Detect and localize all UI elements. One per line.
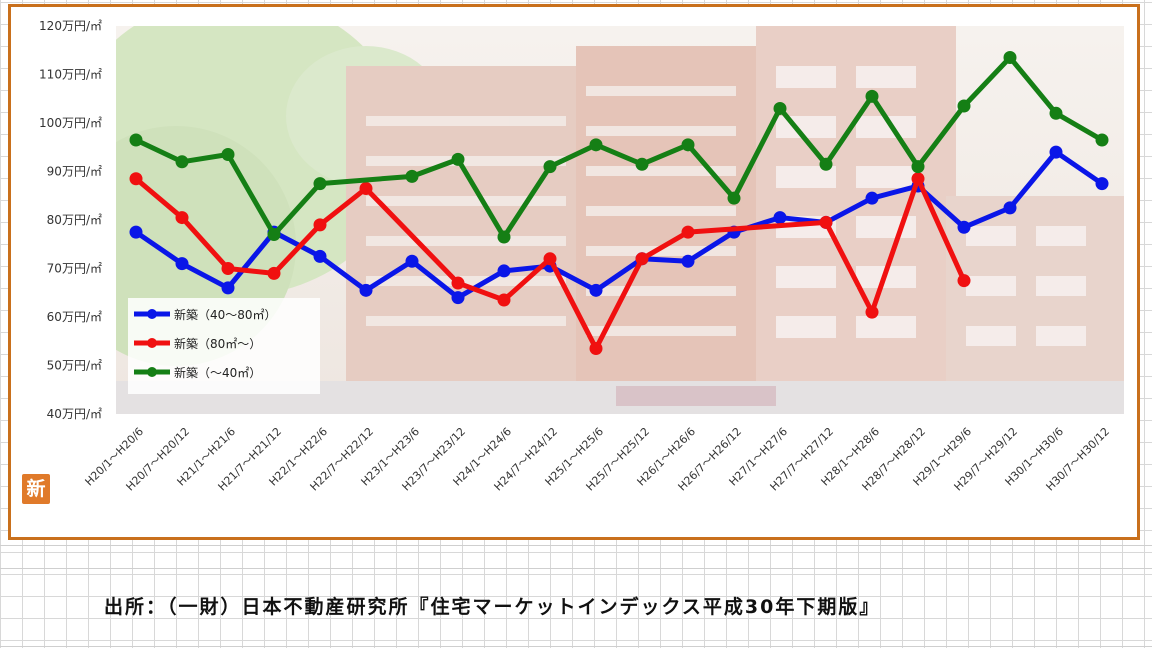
data-point [313, 177, 327, 191]
data-point [865, 191, 879, 205]
data-point [221, 148, 235, 162]
data-point [359, 283, 373, 297]
data-point [819, 157, 833, 171]
data-point [129, 225, 143, 239]
data-point [405, 254, 419, 268]
data-point [1003, 51, 1017, 65]
data-point [451, 291, 465, 305]
data-point [221, 262, 235, 275]
data-point [589, 342, 603, 356]
legend-label: 新築（40～80㎡） [174, 307, 277, 322]
data-point [911, 160, 925, 174]
data-point [175, 211, 189, 225]
y-tick-label: 70万円/㎡ [47, 262, 102, 276]
data-point [1095, 177, 1109, 191]
data-point [1003, 201, 1017, 215]
data-point [313, 249, 327, 263]
data-point [497, 293, 511, 307]
data-point [635, 252, 649, 266]
data-point [1095, 133, 1109, 147]
sheet-row-line [0, 646, 1152, 647]
data-point [957, 274, 971, 288]
new-badge-icon: 新 [22, 474, 50, 504]
data-point [635, 157, 649, 171]
data-point [175, 257, 189, 271]
data-point [819, 215, 833, 229]
data-point [681, 138, 695, 152]
legend-marker [147, 309, 157, 319]
data-point [1049, 145, 1063, 159]
sheet-row-line [0, 568, 1152, 569]
data-point [589, 283, 603, 297]
data-point [175, 155, 189, 169]
y-tick-label: 40万円/㎡ [47, 407, 102, 421]
y-tick-label: 60万円/㎡ [47, 310, 102, 324]
data-point [681, 225, 695, 239]
y-tick-label: 100万円/㎡ [39, 116, 102, 130]
data-point [451, 276, 465, 290]
data-point [543, 160, 557, 174]
data-point [451, 152, 465, 166]
sheet-row-line [0, 545, 1152, 546]
data-point [681, 254, 695, 268]
data-point [129, 172, 143, 186]
y-tick-label: 90万円/㎡ [47, 165, 102, 179]
legend-label: 新築（80㎡～） [174, 336, 261, 351]
data-point [497, 264, 511, 278]
source-caption: 出所：（一財）日本不動産研究所『住宅マーケットインデックス平成30年下期版』 [104, 596, 881, 618]
data-point [221, 281, 235, 295]
y-tick-label: 120万円/㎡ [39, 19, 102, 33]
data-point [957, 99, 971, 113]
y-tick-label: 80万円/㎡ [47, 213, 102, 227]
data-point [405, 169, 419, 183]
legend-marker [147, 367, 157, 377]
data-point [359, 181, 373, 195]
data-point [957, 220, 971, 234]
legend-marker [147, 338, 157, 348]
y-tick-label: 110万円/㎡ [39, 68, 102, 82]
data-point [773, 211, 787, 225]
data-point [911, 172, 925, 186]
data-point [543, 252, 557, 266]
series-line-1 [134, 176, 967, 352]
series-line-2 [134, 55, 1104, 240]
data-point [1049, 106, 1063, 120]
data-point [865, 305, 879, 319]
data-point [497, 230, 511, 244]
data-point [727, 191, 741, 205]
y-tick-label: 50万円/㎡ [47, 359, 102, 373]
data-point [267, 228, 281, 242]
legend-label: 新築（～40㎡） [174, 365, 261, 380]
data-point [589, 138, 603, 152]
data-point [313, 218, 327, 232]
data-point [267, 266, 281, 280]
data-point [773, 101, 787, 115]
data-point [865, 89, 879, 103]
series-line-0 [134, 149, 1104, 301]
data-point [129, 133, 143, 147]
